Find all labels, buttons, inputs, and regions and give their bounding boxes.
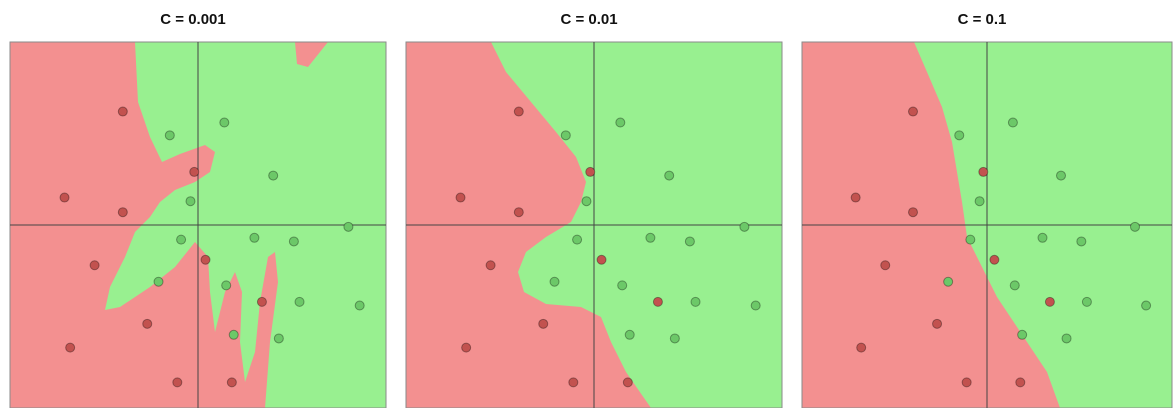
point: [1009, 280, 1020, 291]
panel: [9, 41, 387, 408]
point: [221, 280, 232, 291]
point: [1007, 117, 1018, 128]
chart-title: C = 0.01: [560, 11, 617, 28]
point: [117, 106, 128, 117]
point: [560, 130, 571, 141]
point: [89, 260, 100, 271]
point: [856, 342, 867, 353]
point: [1076, 236, 1087, 247]
point: [669, 333, 680, 344]
point: [932, 318, 943, 329]
point: [1015, 377, 1026, 388]
point: [268, 170, 279, 181]
point: [664, 170, 675, 181]
point: [228, 329, 239, 340]
point: [690, 296, 701, 307]
point: [908, 106, 918, 117]
point: [850, 192, 861, 203]
point: [622, 377, 633, 388]
point: [943, 276, 954, 287]
point: [288, 236, 299, 247]
point: [572, 234, 583, 245]
point: [585, 166, 596, 177]
point: [142, 318, 153, 329]
point: [153, 276, 164, 287]
point: [65, 342, 76, 353]
point: [189, 166, 200, 177]
point: [513, 106, 524, 117]
point: [615, 117, 626, 128]
point: [226, 377, 237, 388]
point: [455, 192, 466, 203]
point: [954, 130, 965, 141]
point: [965, 234, 976, 245]
point: [1130, 221, 1140, 232]
point: [1081, 296, 1092, 307]
point: [354, 300, 365, 311]
point: [485, 260, 496, 271]
point: [596, 254, 607, 265]
point: [652, 296, 663, 307]
point: [513, 207, 524, 218]
point: [624, 329, 635, 340]
point: [249, 232, 260, 243]
point: [294, 296, 305, 307]
point: [880, 260, 891, 271]
point: [1044, 296, 1055, 307]
point: [1017, 329, 1028, 340]
point: [185, 196, 196, 207]
point: [739, 221, 750, 232]
point: [617, 280, 628, 291]
point: [273, 333, 284, 344]
point: [978, 166, 989, 177]
point: [684, 236, 695, 247]
point: [256, 296, 267, 307]
point: [200, 254, 211, 265]
point: [117, 207, 128, 218]
point: [568, 377, 579, 388]
point: [908, 207, 918, 218]
point: [989, 254, 1000, 265]
point: [750, 300, 761, 311]
point: [461, 342, 472, 353]
point: [1061, 333, 1072, 344]
panel: [801, 41, 1173, 408]
point: [549, 276, 560, 287]
point: [961, 377, 972, 388]
point: [645, 232, 656, 243]
point: [1037, 232, 1048, 243]
point: [59, 192, 70, 203]
point: [1141, 300, 1152, 311]
red-region: [10, 42, 328, 408]
point: [343, 221, 354, 232]
panel: [405, 41, 783, 408]
point: [176, 234, 187, 245]
point: [172, 377, 183, 388]
point: [219, 117, 230, 128]
point: [974, 196, 985, 207]
chart-title: C = 0.001: [160, 11, 225, 28]
chart-title: C = 0.1: [958, 11, 1007, 28]
point: [581, 196, 592, 207]
point: [1056, 170, 1066, 181]
point: [164, 130, 175, 141]
point: [538, 318, 549, 329]
